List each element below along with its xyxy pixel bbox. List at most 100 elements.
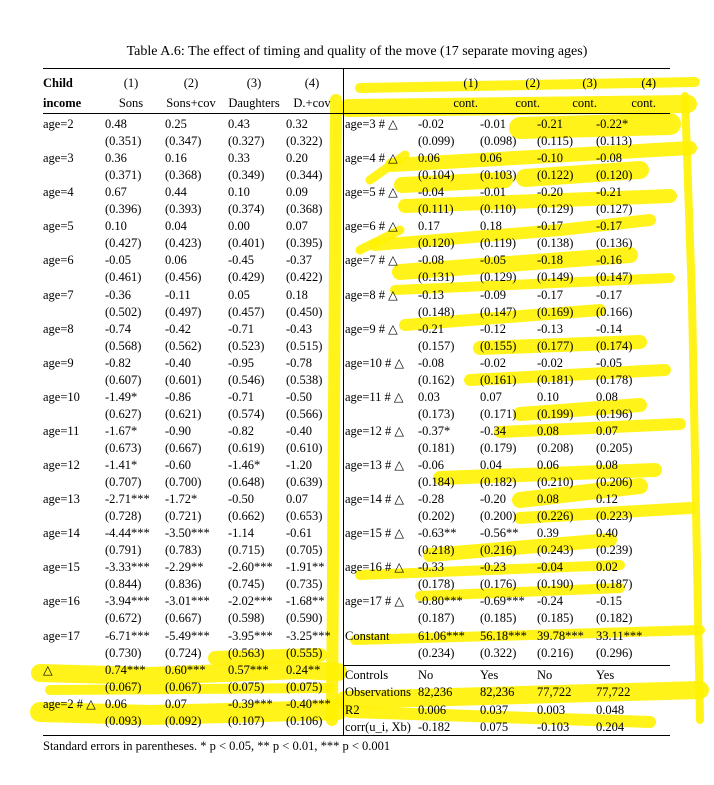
coefficient-cell: 0.07	[286, 219, 308, 234]
std-error-cell: (0.715)	[228, 543, 265, 558]
stat-value: 77,722	[537, 685, 572, 700]
std-error-cell: (0.546)	[228, 372, 265, 387]
coefficient-cell: -1.68**	[286, 594, 325, 609]
std-error-cell: (0.562)	[165, 338, 202, 353]
coefficient-cell: 0.39	[537, 526, 559, 541]
std-error-cell: (0.210)	[537, 475, 574, 489]
column-number-header: (4)	[304, 76, 320, 90]
coefficient-cell: 0.06	[537, 458, 559, 472]
std-error-cell: (0.147)	[480, 304, 517, 319]
stat-value: 0.006	[418, 702, 447, 717]
coefficient-cell: -0.21	[537, 117, 564, 131]
std-error-cell: (0.673)	[105, 440, 142, 455]
std-error-cell: (0.497)	[165, 304, 202, 319]
std-error-cell: (0.162)	[418, 372, 455, 387]
coefficient-cell: -3.25***	[286, 628, 331, 643]
coefficient-cell: -0.02	[418, 117, 445, 131]
column-number-header: (4)	[641, 76, 656, 90]
std-error-cell: (0.184)	[418, 475, 455, 489]
column-number-header: (2)	[525, 76, 540, 90]
std-error-cell: (0.075)	[286, 679, 323, 694]
coefficient-cell: 0.16	[165, 151, 187, 166]
std-error-cell: (0.171)	[480, 406, 517, 421]
std-error-cell: (0.131)	[418, 270, 455, 285]
std-error-cell: (0.653)	[286, 509, 323, 524]
std-error-cell: (0.174)	[596, 338, 633, 353]
coefficient-cell: -0.61	[286, 526, 313, 541]
coefficient-cell: -0.01	[480, 117, 507, 131]
std-error-cell: (0.110)	[480, 202, 516, 217]
coefficient-cell: -0.82	[228, 423, 255, 438]
std-error-cell: (0.523)	[228, 338, 265, 353]
row-label: age=15 # △	[345, 526, 405, 541]
std-error-cell: (0.374)	[228, 202, 265, 217]
stat-label: corr(u_i, Xb)	[345, 719, 411, 734]
coefficient-cell: -0.05	[596, 355, 623, 370]
row-label: age=6	[43, 253, 74, 268]
std-error-cell: (0.185)	[480, 611, 517, 626]
std-error-cell: (0.113)	[596, 134, 632, 148]
std-error-cell: (0.107)	[228, 713, 265, 728]
coefficient-cell: 0.08	[537, 492, 559, 507]
column-number-header: (2)	[183, 76, 199, 90]
coefficient-cell: 0.04	[480, 458, 502, 472]
std-error-cell: (0.791)	[105, 543, 142, 558]
std-error-cell: (0.205)	[596, 440, 633, 455]
row-label: age=7	[43, 287, 74, 302]
std-error-cell: (0.568)	[105, 338, 142, 353]
coefficient-cell: -0.71	[228, 389, 255, 404]
std-error-cell: (0.122)	[537, 168, 574, 183]
std-error-cell: (0.111)	[418, 202, 454, 217]
coefficient-cell: -1.49*	[105, 389, 138, 404]
coefficient-cell: 0.10	[228, 185, 250, 200]
row-label: Constant	[345, 628, 390, 643]
std-error-cell: (0.147)	[596, 270, 633, 285]
std-error-cell: (0.179)	[480, 440, 517, 455]
coefficient-cell: 0.00	[228, 219, 250, 234]
coefficient-cell: 0.07	[286, 492, 308, 507]
std-error-cell: (0.423)	[165, 236, 202, 251]
coefficient-cell: -6.71***	[105, 628, 150, 643]
std-error-cell: (0.208)	[537, 440, 574, 455]
coefficient-cell: 0.20	[286, 151, 308, 166]
std-error-cell: (0.190)	[537, 577, 574, 592]
coefficient-cell: -0.22*	[596, 117, 629, 131]
coefficient-cell: 0.57***	[228, 662, 269, 677]
coefficient-cell: -1.14	[228, 526, 255, 541]
row-label: age=4	[43, 185, 74, 200]
std-error-cell: (0.607)	[105, 372, 142, 387]
coefficient-cell: 0.05	[228, 287, 250, 302]
coefficient-cell: -0.01	[480, 185, 507, 200]
coefficient-cell: 0.10	[105, 219, 127, 234]
std-error-cell: (0.502)	[105, 304, 142, 319]
std-error-cell: (0.182)	[480, 475, 517, 489]
row-label: age=9	[43, 355, 74, 370]
std-error-cell: (0.200)	[480, 509, 517, 524]
std-error-cell: (0.648)	[228, 475, 265, 489]
std-error-cell: (0.515)	[286, 338, 323, 353]
std-error-cell: (0.187)	[418, 611, 455, 626]
coefficient-cell: 0.08	[596, 458, 618, 472]
coefficient-cell: -0.33	[418, 560, 445, 575]
coefficient-cell: -0.21	[596, 185, 623, 200]
coefficient-cell: -0.06	[418, 458, 445, 472]
coefficient-cell: 0.18	[480, 219, 502, 234]
coefficient-cell: -0.05	[480, 253, 507, 268]
coefficient-cell: -0.50	[228, 492, 255, 507]
coefficient-cell: 0.06	[105, 696, 127, 711]
row-label: age=10	[43, 389, 80, 404]
coefficient-cell: -0.45	[228, 253, 255, 268]
coefficient-cell: -0.18	[537, 253, 564, 268]
row-label: age=16	[43, 594, 80, 609]
coefficient-cell: -0.40	[286, 423, 313, 438]
row-label: age=8 # △	[345, 287, 398, 302]
header-label: Child	[43, 76, 73, 90]
std-error-cell: (0.104)	[418, 168, 455, 183]
coefficient-cell: -2.29**	[165, 560, 204, 575]
coefficient-cell: -2.02***	[228, 594, 273, 609]
coefficient-cell: -0.02	[537, 355, 564, 370]
coefficient-cell: -0.16	[596, 253, 623, 268]
coefficient-cell: 0.12	[596, 492, 618, 507]
std-error-cell: (0.148)	[418, 304, 455, 319]
coefficient-cell: -0.20	[537, 185, 564, 200]
